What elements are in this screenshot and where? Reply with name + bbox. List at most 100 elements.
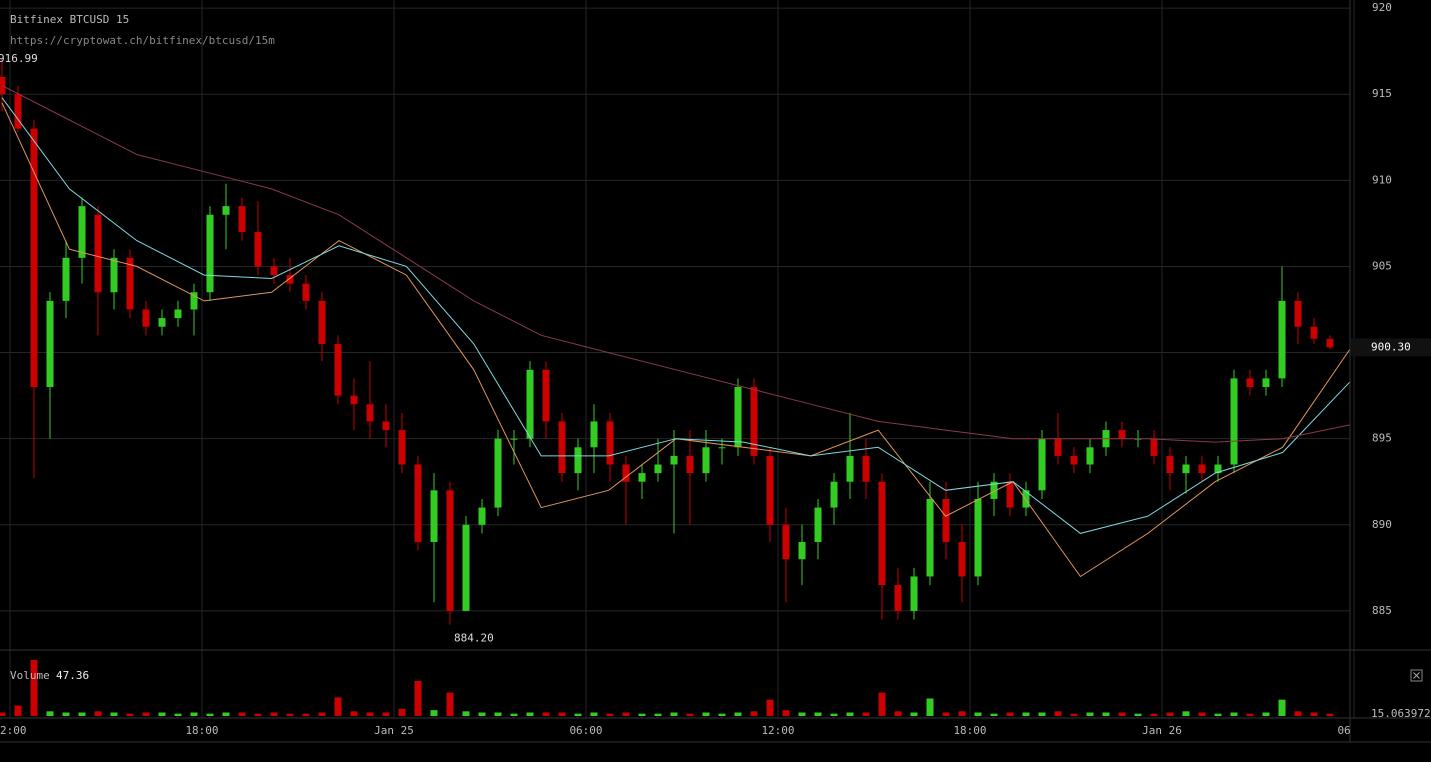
candle-body	[190, 292, 198, 310]
candle-body	[206, 214, 214, 293]
candle-body	[862, 455, 870, 482]
y-tick-label: 895	[1372, 432, 1392, 445]
volume-bar	[110, 712, 118, 716]
volume-bar	[430, 710, 438, 716]
candle-body	[702, 447, 710, 474]
volume-bar	[1118, 712, 1126, 716]
volume-bar	[542, 712, 550, 716]
y-tick-label: 920	[1372, 1, 1392, 14]
volume-bar	[174, 713, 182, 716]
volume-bar	[446, 692, 454, 716]
y-tick-label: 885	[1372, 604, 1392, 617]
candle-body	[62, 257, 70, 301]
volume-bar	[494, 712, 502, 716]
chart-subtitle: https://cryptowat.ch/bitfinex/btcusd/15m	[10, 34, 275, 47]
volume-bar	[654, 713, 662, 716]
volume-bar	[1070, 713, 1078, 716]
candle-body	[1246, 378, 1254, 388]
volume-bar	[862, 712, 870, 716]
volume-bar	[878, 692, 886, 716]
x-tick-label: 18:00	[953, 724, 986, 737]
volume-bar	[638, 713, 646, 716]
candle-body	[958, 542, 966, 577]
candle-body	[174, 309, 182, 319]
candle-body	[638, 473, 646, 482]
volume-bar	[590, 712, 598, 716]
volume-bar	[254, 713, 262, 716]
plot	[0, 59, 1350, 716]
volume-bar	[1198, 712, 1206, 716]
candle-body	[846, 455, 854, 482]
candle-body	[574, 447, 582, 474]
y-tick-label: 905	[1372, 259, 1392, 272]
candle-body	[622, 464, 630, 482]
candle-body	[1326, 338, 1334, 348]
volume-bar	[478, 712, 486, 716]
volume-bar	[318, 712, 326, 716]
volume-bar	[1166, 712, 1174, 716]
candle-body	[974, 498, 982, 577]
volume-bar	[974, 712, 982, 716]
x-tick-label: 18:00	[185, 724, 218, 737]
volume-bar	[78, 712, 86, 716]
volume-bar	[1326, 713, 1334, 716]
volume-bar	[1038, 712, 1046, 716]
volume-bar	[558, 712, 566, 716]
volume-bar	[990, 713, 998, 716]
close-button[interactable]	[1410, 669, 1423, 682]
y-tick-label: 915	[1372, 87, 1392, 100]
candle-body	[414, 464, 422, 543]
y-tick-label: 910	[1372, 173, 1392, 186]
candle-body	[302, 283, 310, 301]
volume-title: Volume	[10, 669, 50, 682]
candle-body	[1262, 378, 1270, 388]
candle-body	[1294, 300, 1302, 327]
volume-bar	[46, 711, 54, 716]
last-price-label: 900.30	[1371, 340, 1411, 353]
volume-bar	[222, 712, 230, 716]
volume-bar	[1102, 712, 1110, 716]
grid	[0, 0, 1355, 718]
candle-body	[510, 438, 518, 440]
candle-body	[910, 576, 918, 611]
candle-body	[462, 524, 470, 611]
x-axis: 12:00 18:00 Jan 25 06:00 12:00 18:00 Jan 26 06:…	[0, 724, 1370, 737]
last-price-box	[1351, 338, 1431, 357]
candle-body	[1118, 430, 1126, 439]
x-tick-label: 06:00	[1337, 724, 1370, 737]
volume-bar	[30, 660, 38, 716]
volume-bar	[206, 713, 214, 716]
candle-body	[830, 481, 838, 508]
candle-body	[494, 438, 502, 508]
candle-body	[1022, 490, 1030, 508]
volume-bar	[910, 712, 918, 716]
candle-body	[814, 507, 822, 543]
candle-body	[1230, 378, 1238, 465]
volume-bar	[766, 699, 774, 716]
candle-body	[318, 300, 326, 344]
candle-body	[590, 421, 598, 448]
volume-bar	[686, 713, 694, 716]
volume-bar	[270, 712, 278, 716]
volume-bar	[1310, 712, 1318, 716]
candle-body	[398, 430, 406, 465]
candle-body	[942, 498, 950, 543]
candle-body	[718, 447, 726, 449]
candle-body	[1038, 438, 1046, 491]
moving-average	[1, 85, 1350, 443]
volume-bar	[942, 712, 950, 716]
volume-scale-label: 15.063972	[1371, 707, 1431, 720]
volume-bar	[62, 712, 70, 716]
candle-body	[126, 257, 134, 310]
close-icon	[1413, 672, 1420, 679]
volume-value: 47.36	[56, 669, 89, 682]
volume-bar	[350, 711, 358, 716]
volume-bar	[286, 713, 294, 716]
volume-bar	[846, 712, 854, 716]
candle-body	[430, 490, 438, 543]
candle-body	[766, 455, 774, 525]
candle-body	[1006, 481, 1014, 508]
candle-body	[1182, 464, 1190, 474]
candle-body	[1150, 438, 1158, 456]
